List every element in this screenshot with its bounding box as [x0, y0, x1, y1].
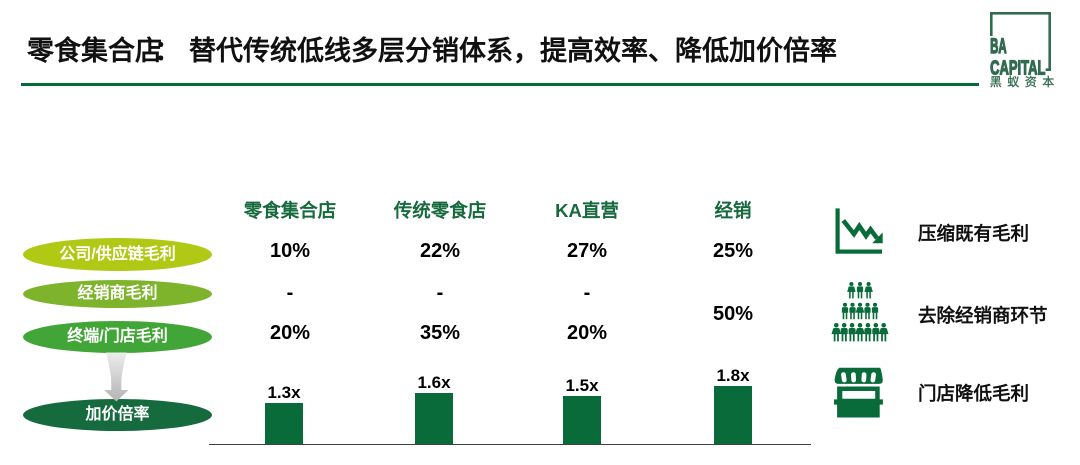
svg-text:黑蚁资本: 黑蚁资本 [990, 75, 1060, 89]
svg-text:CAPITAL: CAPITAL [990, 57, 1045, 80]
svg-text:BA: BA [990, 34, 1007, 58]
